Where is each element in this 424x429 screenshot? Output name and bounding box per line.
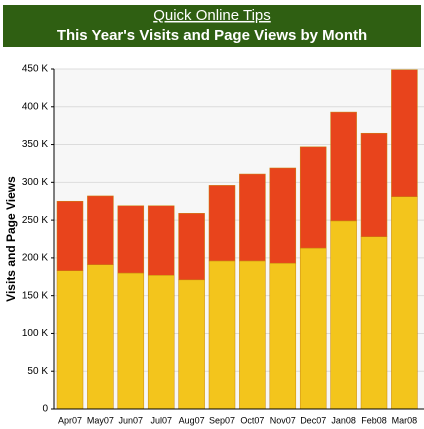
bar-segment	[360, 132, 388, 237]
x-tick-label: Dec07	[300, 415, 326, 425]
bar-segment	[269, 262, 297, 410]
x-tick-label: Oct07	[240, 415, 264, 425]
bar-segment	[87, 195, 114, 265]
y-tick-label: 350 K	[22, 139, 48, 150]
bar-segment	[208, 185, 236, 262]
bar-segment	[87, 264, 114, 410]
y-tick-label: 300 K	[22, 177, 48, 188]
x-tick-label: Jan08	[331, 415, 356, 425]
bar-segment	[299, 146, 327, 249]
y-tick-label: 250 K	[22, 215, 48, 226]
bar-segment	[239, 173, 266, 262]
bar-segment	[178, 279, 205, 410]
bar-segment	[178, 213, 205, 281]
x-tick-label: Apr07	[58, 415, 82, 425]
y-tick-label: 50 K	[27, 366, 48, 377]
bar-segment	[299, 247, 327, 410]
site-link[interactable]: Quick Online Tips	[153, 7, 271, 24]
x-tick-label: Feb08	[361, 415, 387, 425]
bar-segment	[330, 220, 357, 410]
bar-segment	[239, 260, 266, 410]
y-tick-label: 100 K	[22, 328, 48, 339]
y-tick-label: 450 K	[22, 64, 48, 75]
y-tick-label: 150 K	[22, 290, 48, 301]
bar-segment	[56, 200, 84, 271]
bar-segment	[147, 205, 175, 276]
bar-segment	[117, 205, 145, 274]
x-tick-label: Mar08	[392, 415, 418, 425]
x-tick-label: May07	[87, 415, 114, 425]
y-tick-label: 400 K	[22, 101, 48, 112]
y-axis-label: Visits and Page Views	[4, 176, 18, 302]
bar-segment	[391, 69, 418, 197]
bar-segment	[147, 275, 175, 410]
bar-segment	[208, 260, 236, 410]
y-tick-label: 200 K	[22, 253, 48, 264]
bar-segment	[360, 236, 388, 410]
header-bar	[3, 5, 421, 47]
bar-segment	[56, 270, 84, 410]
x-tick-label: Jul07	[150, 415, 172, 425]
bar-segment	[391, 196, 418, 410]
x-tick-label: Nov07	[270, 415, 296, 425]
x-tick-label: Aug07	[179, 415, 205, 425]
chart-title: This Year's Visits and Page Views by Mon…	[57, 27, 367, 44]
x-tick-label: Jun07	[119, 415, 144, 425]
bar-segment	[117, 272, 145, 410]
bar-segment	[269, 167, 297, 264]
y-tick-label: 0	[42, 404, 48, 415]
x-tick-label: Sep07	[209, 415, 235, 425]
bar-segment	[330, 111, 357, 222]
